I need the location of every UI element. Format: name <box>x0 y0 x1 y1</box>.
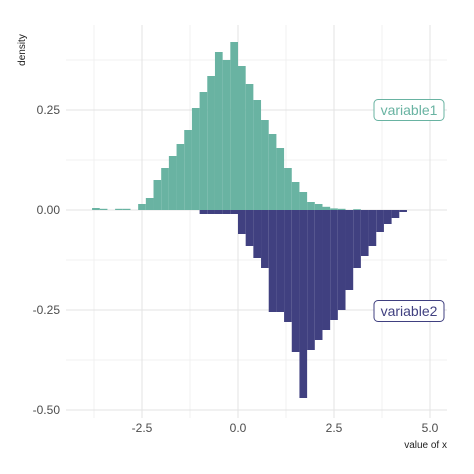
bar-variable2 <box>383 210 392 224</box>
bar-variable2 <box>261 210 269 268</box>
series-label-variable2: variable2 <box>381 303 438 319</box>
bar-variable2 <box>360 210 369 256</box>
histogram-bars <box>92 42 407 398</box>
bar-variable1 <box>253 100 262 210</box>
bar-variable2 <box>284 210 292 322</box>
bar-variable1 <box>92 208 100 210</box>
y-axis-title: density <box>17 34 28 66</box>
bar-variable2 <box>337 210 346 310</box>
series-labels: variable1 variable2 <box>373 99 445 322</box>
bar-variable1 <box>207 76 215 210</box>
x-tick-label: -2.5 <box>132 421 153 435</box>
bar-variable2 <box>345 210 354 290</box>
bar-variable1 <box>337 208 346 210</box>
bar-variable1 <box>261 120 269 210</box>
bar-variable1 <box>238 66 246 210</box>
bar-variable1 <box>276 148 285 210</box>
bar-variable1 <box>99 208 108 210</box>
bar-variable1 <box>161 168 169 210</box>
series-label-box <box>373 99 445 121</box>
bar-variable2 <box>399 210 407 212</box>
bar-variable2 <box>391 210 400 218</box>
bar-variable1 <box>291 182 300 210</box>
y-tick-label: 0.00 <box>37 203 61 217</box>
bar-variable1 <box>115 208 123 210</box>
tick-labels: -2.5 0.0 2.5 5.0 0.25 0.00 -0.25 -0.50 <box>33 103 439 435</box>
x-axis-title: value of x <box>404 440 447 451</box>
bar-variable1 <box>184 130 192 210</box>
bar-variable1 <box>138 204 146 210</box>
bar-variable1 <box>191 108 200 210</box>
bar-variable1 <box>245 84 254 210</box>
bar-variable2 <box>322 210 331 330</box>
bar-variable1 <box>284 168 292 210</box>
bar-variable2 <box>199 210 208 214</box>
bar-variable2 <box>245 210 254 246</box>
bar-variable1 <box>153 180 162 210</box>
x-tick-label: 0.0 <box>230 421 247 435</box>
bar-variable1 <box>199 92 208 210</box>
series-label-box <box>373 300 445 322</box>
bar-variable2 <box>307 210 315 350</box>
bar-variable1 <box>214 52 223 210</box>
bar-variable2 <box>230 210 238 214</box>
bar-variable1 <box>314 204 323 210</box>
y-tick-label: -0.50 <box>33 403 61 417</box>
bar-variable1 <box>145 198 154 210</box>
bar-variable2 <box>238 210 246 234</box>
series-label-variable1: variable1 <box>381 102 438 118</box>
x-tick-label: 2.5 <box>326 421 343 435</box>
bar-variable1 <box>168 156 177 210</box>
y-tick-label: 0.25 <box>37 103 61 117</box>
bar-variable2 <box>299 210 308 398</box>
bar-variable1 <box>353 209 361 210</box>
bar-variable2 <box>222 210 231 214</box>
bar-variable2 <box>214 210 223 214</box>
bar-variable2 <box>291 210 300 352</box>
bar-variable1 <box>268 134 277 210</box>
bar-variable2 <box>268 210 277 312</box>
bar-variable1 <box>230 42 238 210</box>
bar-variable1 <box>122 208 131 210</box>
bar-variable2 <box>253 210 262 258</box>
bar-variable1 <box>322 206 331 210</box>
bar-variable2 <box>368 210 377 246</box>
bar-variable2 <box>314 210 323 340</box>
bar-variable2 <box>376 210 384 232</box>
bar-variable1 <box>176 144 185 210</box>
bar-variable2 <box>330 210 338 320</box>
y-tick-label: -0.25 <box>33 303 61 317</box>
bar-variable2 <box>207 210 215 214</box>
bar-variable1 <box>330 208 338 210</box>
bar-variable1 <box>307 202 315 210</box>
bar-variable1 <box>222 60 231 210</box>
x-tick-label: 5.0 <box>422 421 439 435</box>
bar-variable2 <box>353 210 361 268</box>
bar-variable2 <box>276 210 285 312</box>
bar-variable1 <box>299 192 308 210</box>
